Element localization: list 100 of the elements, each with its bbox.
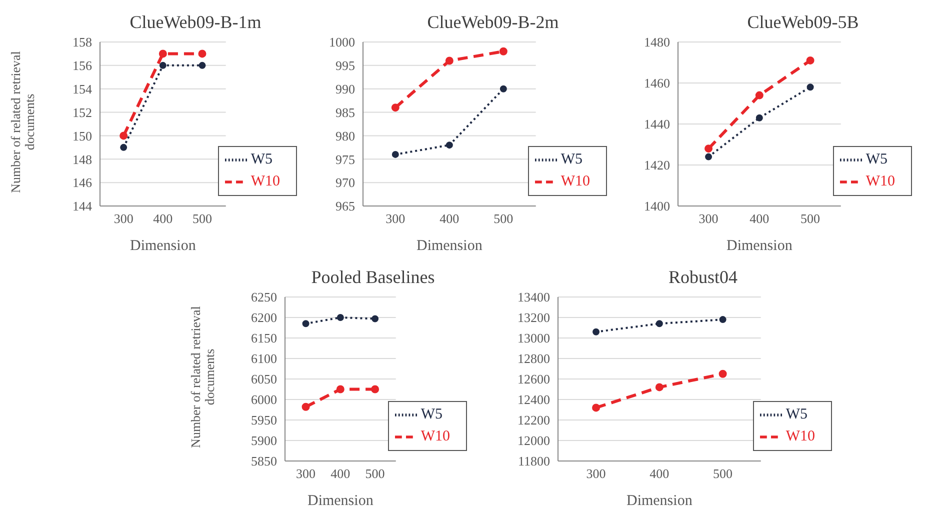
chart-title: Robust04 <box>667 266 738 289</box>
x-axis-title: Dimension <box>130 238 196 254</box>
point <box>592 328 600 336</box>
point <box>806 56 814 64</box>
y-tick-label: 995 <box>336 58 355 74</box>
y-tick-label: 152 <box>72 104 92 120</box>
point <box>446 142 453 149</box>
chart-title: Pooled Baselines <box>310 266 436 289</box>
x-tick-label: 500 <box>800 211 820 226</box>
point <box>392 150 399 158</box>
x-axis-title: Dimension <box>626 493 693 506</box>
point <box>500 85 507 92</box>
point <box>719 316 726 324</box>
x-tick-label: 500 <box>192 211 212 226</box>
x-tick-label: 500 <box>365 466 385 482</box>
x-tick-label: 300 <box>296 466 316 482</box>
y-tick-label: 12000 <box>518 433 550 448</box>
x-tick-label: 400 <box>650 466 670 482</box>
y-tick-label: 6150 <box>251 330 277 346</box>
y-tick-label: 985 <box>336 104 355 120</box>
x-axis-title: Dimension <box>416 238 483 254</box>
point <box>120 144 128 151</box>
legend-label: W10 <box>420 428 450 444</box>
y-tick-label: 156 <box>72 58 92 74</box>
legend-label: W5 <box>250 151 272 168</box>
legend-label: W5 <box>420 406 442 422</box>
y-tick-label: 1000 <box>329 34 355 50</box>
y-tick-label: 12600 <box>518 372 550 387</box>
chart-title: ClueWeb09-B-1m <box>128 11 262 34</box>
y-tick-label: 148 <box>72 152 92 167</box>
point <box>655 383 664 392</box>
point <box>755 91 764 100</box>
y-tick-label: 150 <box>72 128 92 144</box>
y-tick-label: 13400 <box>518 290 550 305</box>
legend-label: W5 <box>786 406 808 422</box>
y-axis-title: Number of related retrieval documents <box>188 305 217 450</box>
y-tick-label: 12400 <box>518 392 550 408</box>
x-tick-label: 300 <box>386 211 406 226</box>
y-tick-label: 6200 <box>251 310 277 326</box>
y-tick-label: 980 <box>336 128 355 144</box>
point <box>302 402 310 411</box>
point <box>158 50 167 58</box>
legend-label: W10 <box>866 173 895 190</box>
point <box>592 404 600 412</box>
point <box>756 114 763 122</box>
point <box>704 144 713 153</box>
y-tick-label: 1400 <box>644 198 670 214</box>
y-tick-label: 5900 <box>251 433 277 448</box>
y-tick-label: 12800 <box>518 351 550 366</box>
legend-label: W5 <box>866 151 888 168</box>
legend-label: W10 <box>250 173 280 190</box>
point <box>336 385 344 394</box>
y-tick-label: 6050 <box>251 372 277 387</box>
y-tick-label: 144 <box>72 198 92 214</box>
y-tick-label: 13000 <box>518 330 550 346</box>
point <box>499 47 508 56</box>
point <box>656 320 663 328</box>
legend-label: W10 <box>560 173 590 190</box>
point <box>120 132 128 140</box>
y-tick-label: 12200 <box>518 412 550 428</box>
y-tick-label: 6100 <box>251 351 277 366</box>
x-tick-label: 300 <box>114 211 134 226</box>
point <box>705 153 712 160</box>
point <box>718 370 727 378</box>
y-tick-label: 5950 <box>251 412 277 428</box>
y-tick-label: 1480 <box>644 34 670 50</box>
y-tick-label: 1420 <box>644 158 670 173</box>
y-tick-label: 11800 <box>518 454 550 469</box>
chart-title: ClueWeb09-B-2m <box>426 11 560 34</box>
legend-label: W10 <box>786 428 815 444</box>
y-tick-label: 965 <box>336 198 355 214</box>
x-tick-label: 400 <box>153 211 173 226</box>
y-tick-label: 158 <box>72 34 92 50</box>
point <box>391 104 400 112</box>
legend-label: W5 <box>560 151 582 168</box>
point <box>198 62 206 69</box>
point <box>198 50 206 58</box>
x-tick-label: 300 <box>698 211 718 226</box>
y-tick-label: 990 <box>336 81 355 96</box>
x-tick-label: 300 <box>586 466 606 482</box>
y-tick-label: 154 <box>72 81 92 96</box>
x-tick-label: 400 <box>440 211 460 226</box>
point <box>445 56 454 65</box>
x-tick-label: 400 <box>330 466 350 482</box>
point <box>159 62 166 69</box>
point <box>372 315 379 322</box>
point <box>302 320 310 328</box>
x-tick-label: 500 <box>713 466 733 482</box>
y-axis-title: Number of related retrieval documents <box>8 50 37 195</box>
y-tick-label: 146 <box>72 175 92 190</box>
point <box>336 314 344 321</box>
y-tick-label: 13200 <box>518 310 550 326</box>
chart-title: ClueWeb09-5B <box>746 11 860 34</box>
x-axis-title: Dimension <box>726 238 793 254</box>
y-tick-label: 970 <box>336 175 355 190</box>
y-tick-label: 975 <box>336 152 355 167</box>
x-axis-title: Dimension <box>307 493 374 506</box>
y-tick-label: 6250 <box>251 290 277 305</box>
y-tick-label: 6000 <box>251 392 277 408</box>
x-tick-label: 500 <box>494 211 514 226</box>
